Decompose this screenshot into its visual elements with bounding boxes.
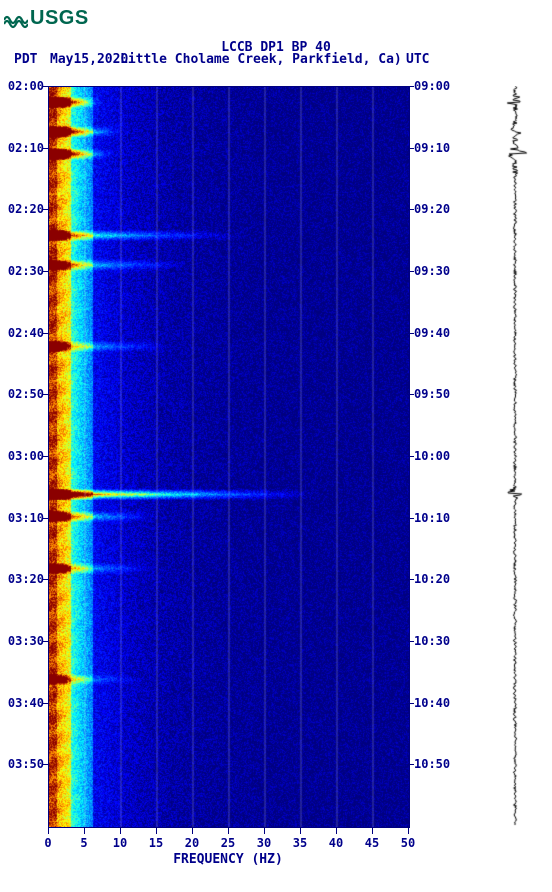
y-right-tick-label: 10:00: [414, 450, 450, 462]
y-left-tick: [42, 148, 48, 149]
y-right-tick-label: 09:40: [414, 327, 450, 339]
y-right-tick: [408, 456, 414, 457]
x-tick: [300, 828, 301, 834]
y-right-tick-label: 10:50: [414, 758, 450, 770]
y-left-tick-label: 03:40: [8, 697, 44, 709]
y-right-tick: [408, 764, 414, 765]
y-right-tick-label: 10:10: [414, 512, 450, 524]
y-right-tick-label: 09:00: [414, 80, 450, 92]
seismogram-canvas: [490, 86, 540, 826]
y-left-tick-label: 02:30: [8, 265, 44, 277]
x-tick-label: 45: [365, 836, 379, 850]
y-right-tick: [408, 148, 414, 149]
y-left-tick: [42, 641, 48, 642]
y-left-tick: [42, 86, 48, 87]
x-tick: [84, 828, 85, 834]
y-right-tick: [408, 209, 414, 210]
y-left-tick-label: 02:50: [8, 388, 44, 400]
y-left-tick: [42, 271, 48, 272]
x-tick: [408, 828, 409, 834]
y-right-tick-label: 09:50: [414, 388, 450, 400]
spectrogram-plot: [48, 86, 410, 828]
y-left-tick-label: 02:40: [8, 327, 44, 339]
y-left-tick: [42, 579, 48, 580]
x-tick: [336, 828, 337, 834]
y-left-tick: [42, 209, 48, 210]
y-right-tick: [408, 703, 414, 704]
y-left-tick: [42, 394, 48, 395]
x-tick-label: 15: [149, 836, 163, 850]
y-left-tick-label: 03:50: [8, 758, 44, 770]
y-right-tick: [408, 394, 414, 395]
y-left-tick: [42, 518, 48, 519]
x-tick: [372, 828, 373, 834]
x-tick-label: 5: [80, 836, 87, 850]
y-right-tick: [408, 518, 414, 519]
y-left-tick-label: 02:10: [8, 142, 44, 154]
x-axis-title: FREQUENCY (HZ): [48, 852, 408, 867]
date-label: May15,2020: [50, 52, 128, 67]
y-right-tick-label: 09:20: [414, 203, 450, 215]
x-tick-label: 20: [185, 836, 199, 850]
x-tick-label: 35: [293, 836, 307, 850]
tz-left-label: PDT: [14, 52, 37, 67]
x-tick: [228, 828, 229, 834]
x-tick: [120, 828, 121, 834]
x-tick: [48, 828, 49, 834]
usgs-logo: USGS: [4, 6, 89, 30]
spectrogram-canvas: [49, 87, 409, 827]
y-right-tick-label: 09:10: [414, 142, 450, 154]
x-tick-label: 50: [401, 836, 415, 850]
y-left-tick-label: 03:30: [8, 635, 44, 647]
y-left-tick: [42, 456, 48, 457]
y-right-tick: [408, 641, 414, 642]
x-tick: [264, 828, 265, 834]
tz-right-label: UTC: [406, 52, 429, 67]
wave-icon: [4, 6, 28, 30]
x-tick-label: 40: [329, 836, 343, 850]
y-right-tick: [408, 271, 414, 272]
logo-text: USGS: [30, 7, 89, 30]
y-right-tick: [408, 333, 414, 334]
y-right-tick-label: 09:30: [414, 265, 450, 277]
y-axis-right: 09:0009:1009:2009:3009:4009:5010:0010:10…: [412, 86, 458, 826]
y-left-tick: [42, 764, 48, 765]
x-tick: [192, 828, 193, 834]
x-tick-label: 0: [44, 836, 51, 850]
y-right-tick: [408, 579, 414, 580]
y-left-tick: [42, 703, 48, 704]
location-label: Little Cholame Creek, Parkfield, Ca): [120, 52, 402, 67]
x-tick-label: 25: [221, 836, 235, 850]
y-right-tick-label: 10:20: [414, 573, 450, 585]
y-right-tick-label: 10:30: [414, 635, 450, 647]
y-axis-left: 02:0002:1002:2002:3002:4002:5003:0003:10…: [0, 86, 46, 826]
y-left-tick-label: 02:00: [8, 80, 44, 92]
x-tick-label: 10: [113, 836, 127, 850]
x-axis: FREQUENCY (HZ) 05101520253035404550: [48, 828, 408, 878]
y-left-tick: [42, 333, 48, 334]
seismogram-trace: [490, 86, 540, 826]
y-left-tick-label: 03:10: [8, 512, 44, 524]
x-tick: [156, 828, 157, 834]
y-right-tick: [408, 86, 414, 87]
y-right-tick-label: 10:40: [414, 697, 450, 709]
x-tick-label: 30: [257, 836, 271, 850]
y-left-tick-label: 03:20: [8, 573, 44, 585]
y-left-tick-label: 02:20: [8, 203, 44, 215]
y-left-tick-label: 03:00: [8, 450, 44, 462]
